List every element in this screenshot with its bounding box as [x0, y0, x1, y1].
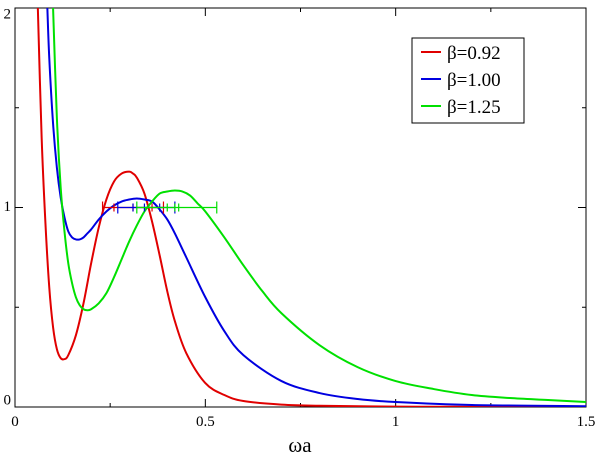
axis-ticks: 0 0.5 1 1.5 0 1 2: [4, 7, 596, 430]
y-tick-label-2: 2: [4, 7, 12, 23]
series-line-1-00: [46, 8, 586, 407]
y-tick-label-1: 1: [4, 199, 12, 215]
legend-label-1-25: β=1.25: [447, 97, 501, 118]
x-tick-label-2: 1: [392, 414, 400, 430]
series-layer: [36, 8, 586, 407]
legend-label-0-92: β=0.92: [447, 43, 501, 64]
series-line-1-25: [52, 8, 586, 404]
x-tick-label-3: 1.5: [577, 414, 596, 430]
legend: β=0.92 β=1.00 β=1.25: [411, 37, 525, 124]
y-tick-label-0: 0: [4, 392, 12, 408]
x-axis-title: ωa: [288, 433, 312, 457]
x-tick-label-0: 0: [11, 414, 19, 430]
error-bar-1-25: [136, 201, 218, 214]
series-line-0-92: [36, 8, 586, 407]
error-bars: [101, 201, 218, 214]
legend-label-1-00: β=1.00: [447, 70, 501, 91]
x-tick-label-1: 0.5: [196, 414, 215, 430]
